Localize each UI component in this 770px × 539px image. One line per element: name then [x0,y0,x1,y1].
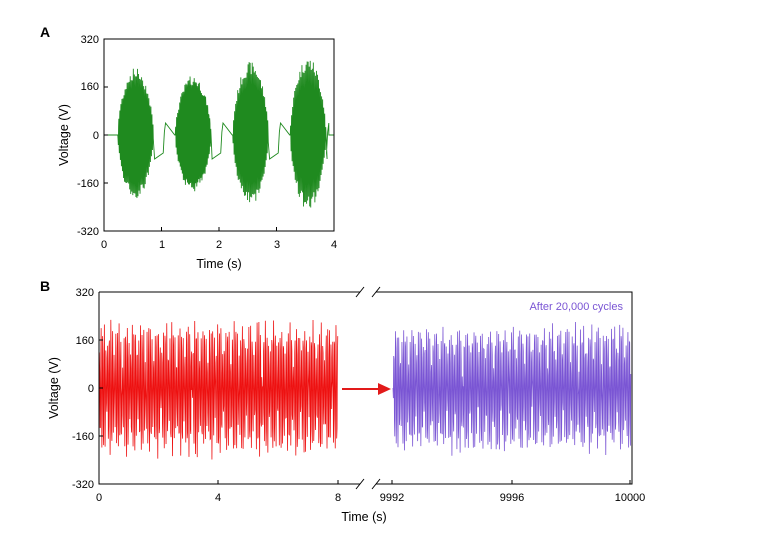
panel-b-plot-frame [98,291,633,485]
panel-a-y-tick: 0 [93,130,99,142]
panel-b-y-tick: 0 [88,383,94,395]
panel-b-x-axis-label: Time (s) [341,510,386,524]
panel-b-y-axis-label: Voltage (V) [47,357,61,419]
panel-a-x-ticks: 0 1 2 3 4 [101,239,337,251]
panel-b-x-tick: 9996 [500,492,524,504]
panel-a-y-tick: 160 [81,81,99,93]
panel-a-x-tick: 3 [274,239,280,251]
panel-a-y-tick: 320 [81,34,99,46]
panel-a-y-tick: -320 [77,226,99,238]
transition-arrow [342,383,391,395]
panel-b-x-tick: 10000 [615,492,646,504]
panel-b-y-tick: -320 [72,479,94,491]
panel-a-series [104,60,334,208]
panel-b-x-ticks: 0 4 8 9992 9996 10000 [96,492,645,504]
panel-a-y-axis-label: Voltage (V) [57,104,71,166]
panel-b-x-tick: 8 [335,492,341,504]
panel-b-y-tick: -160 [72,431,94,443]
panel-b-x-tick: 9992 [380,492,404,504]
panel-a-x-tick: 1 [159,239,165,251]
panel-b-label: B [40,278,50,294]
panel-b-y-tick: 320 [76,287,94,299]
panel-a-x-tick: 4 [331,239,337,251]
panel-a-plot-frame [103,38,335,232]
panel-b-y-ticks: 320 160 0 -160 -320 [72,287,94,491]
panel-a-y-tick: -160 [77,178,99,190]
panel-a-x-tick: 2 [216,239,222,251]
panel-b-series-after-line [392,322,632,456]
axis-break-top [355,286,381,298]
panel-b-x-tick: 4 [215,492,221,504]
after-cycles-annotation: After 20,000 cycles [529,301,623,313]
panel-b-x-tick: 0 [96,492,102,504]
panel-a-x-axis-label: Time (s) [196,257,241,271]
panel-a: A Voltage (V) Time (s) 320 160 0 -160 -3… [40,24,337,271]
panel-b-series-before-line [98,319,339,460]
axis-break-bottom [355,478,381,490]
panel-b: B Voltage (V) Time (s) 320 160 0 -160 -3… [40,278,645,524]
panel-b-series-after [392,322,632,456]
panel-a-series-line [104,60,334,208]
panel-a-x-tick: 0 [101,239,107,251]
panel-a-y-ticks: 320 160 0 -160 -320 [77,34,99,238]
panel-a-label: A [40,24,50,40]
panel-b-series-before [98,319,339,460]
panel-b-y-tick: 160 [76,335,94,347]
